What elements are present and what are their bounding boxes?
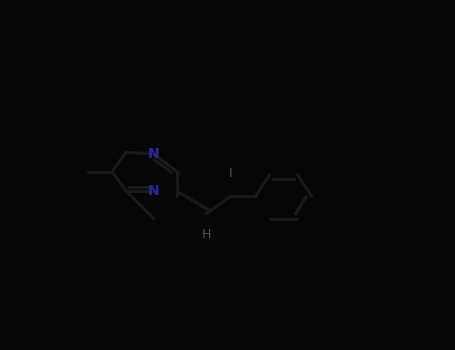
Text: I: I	[229, 167, 233, 180]
Text: N: N	[148, 184, 160, 198]
Text: N: N	[148, 147, 160, 161]
Text: H: H	[202, 228, 211, 241]
